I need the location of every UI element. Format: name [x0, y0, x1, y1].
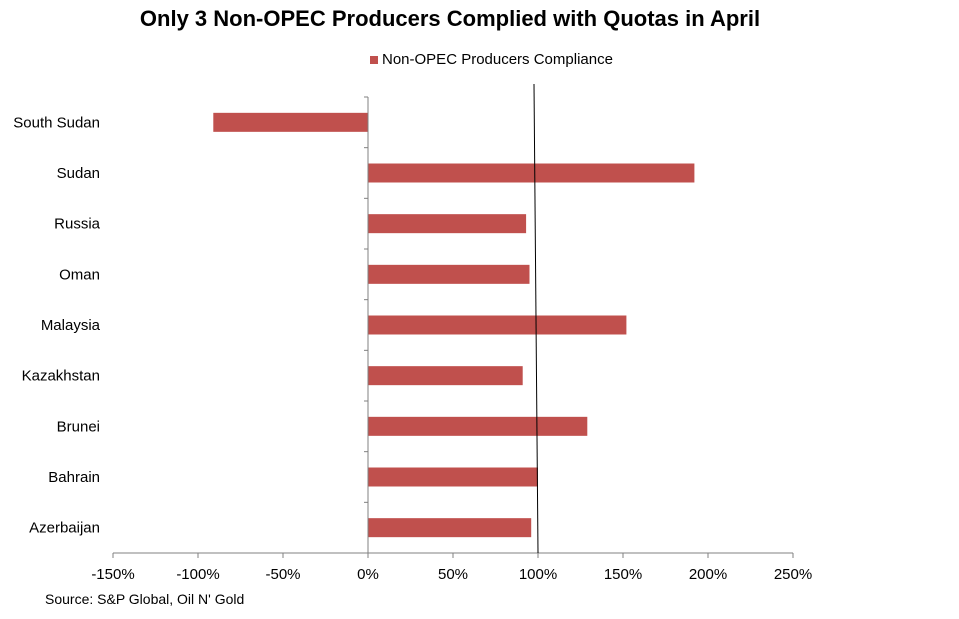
- category-label: Oman: [59, 266, 100, 283]
- bar-russia: [368, 214, 527, 234]
- x-tick-label: 0%: [357, 566, 379, 583]
- legend-label: Non-OPEC Producers Compliance: [382, 51, 613, 68]
- bar-malaysia: [368, 315, 627, 335]
- category-label: Malaysia: [41, 317, 101, 334]
- bar-azerbaijan: [368, 518, 532, 538]
- x-tick-label: 100%: [519, 566, 557, 583]
- legend: Non-OPEC Producers Compliance: [370, 51, 613, 68]
- bar-sudan: [368, 163, 695, 183]
- reference-line-100: [533, 83, 539, 554]
- x-tick-label: -50%: [265, 566, 300, 583]
- category-label: Bahrain: [48, 469, 100, 486]
- bar-oman: [368, 264, 530, 284]
- source-note: Source: S&P Global, Oil N' Gold: [45, 591, 245, 607]
- bar-kazakhstan: [368, 366, 523, 386]
- x-tick-label: -100%: [176, 566, 219, 583]
- category-label: Sudan: [57, 165, 100, 182]
- chart-title: Only 3 Non-OPEC Producers Complied with …: [139, 6, 761, 31]
- x-tick-label: 250%: [774, 566, 812, 583]
- category-label: Brunei: [57, 418, 100, 435]
- category-label: Russia: [54, 216, 101, 233]
- legend-swatch: [370, 55, 378, 64]
- category-label: Kazakhstan: [22, 368, 100, 385]
- x-tick-label: 200%: [689, 566, 727, 583]
- bar-bahrain: [368, 467, 538, 487]
- bar-brunei: [368, 416, 588, 436]
- x-tick-label: 50%: [438, 566, 468, 583]
- category-label: Azerbaijan: [29, 520, 100, 537]
- bar-south-sudan: [213, 112, 368, 132]
- x-tick-label: 150%: [604, 566, 642, 583]
- x-tick-label: -150%: [91, 566, 134, 583]
- category-label: South Sudan: [13, 114, 100, 131]
